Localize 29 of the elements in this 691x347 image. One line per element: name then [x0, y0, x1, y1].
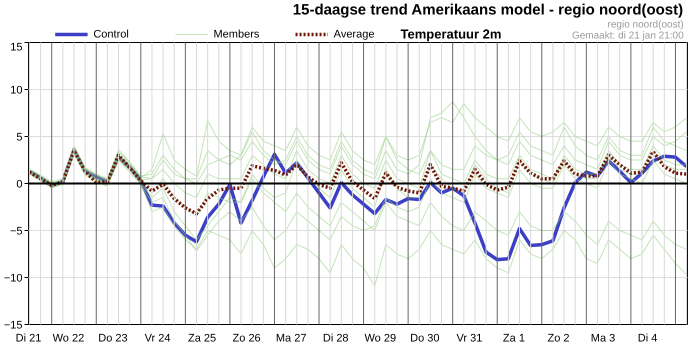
x-tick-label: Ma 3: [590, 332, 616, 344]
x-tick-label: Do 23: [98, 332, 128, 344]
legend-label: Average: [334, 28, 374, 40]
x-tick-label: Zo 26: [232, 332, 261, 344]
y-tick-label: 5: [16, 132, 23, 144]
x-tick-label: Zo 2: [547, 332, 570, 344]
x-tick-label: Za 25: [188, 332, 216, 344]
y-tick-label: −10: [4, 272, 23, 284]
x-tick-label: Wo 29: [364, 332, 396, 344]
text: Gemaakt: di 21 jan 21:00: [572, 30, 684, 42]
y-tick-label: 10: [10, 84, 23, 96]
y-tick-label: 15: [10, 42, 23, 54]
x-tick-label: Za 1: [502, 332, 525, 344]
y-tick-label: −5: [10, 226, 23, 238]
legend-label: Control: [93, 28, 129, 40]
x-tick-label: Di 21: [16, 332, 42, 344]
text: regio noord(oost): [608, 20, 684, 30]
x-tick-label: Vr 31: [456, 332, 482, 344]
legend-label: Members: [214, 28, 260, 40]
x-tick-label: Di 4: [638, 332, 658, 344]
x-tick-label: Vr 24: [144, 332, 170, 344]
x-tick-label: Do 30: [410, 332, 440, 344]
y-tick-label: −15: [4, 320, 23, 332]
chart-title: 15-daagse trend Amerikaans model - regio noord(oost): [292, 2, 684, 18]
x-tick-label: Ma 27: [276, 332, 306, 344]
chart-subtitle: Temperatuur 2m: [400, 26, 502, 42]
x-tick-label: Wo 22: [52, 332, 84, 344]
y-tick-label: 0: [16, 178, 23, 190]
x-tick-label: Di 28: [322, 332, 349, 344]
